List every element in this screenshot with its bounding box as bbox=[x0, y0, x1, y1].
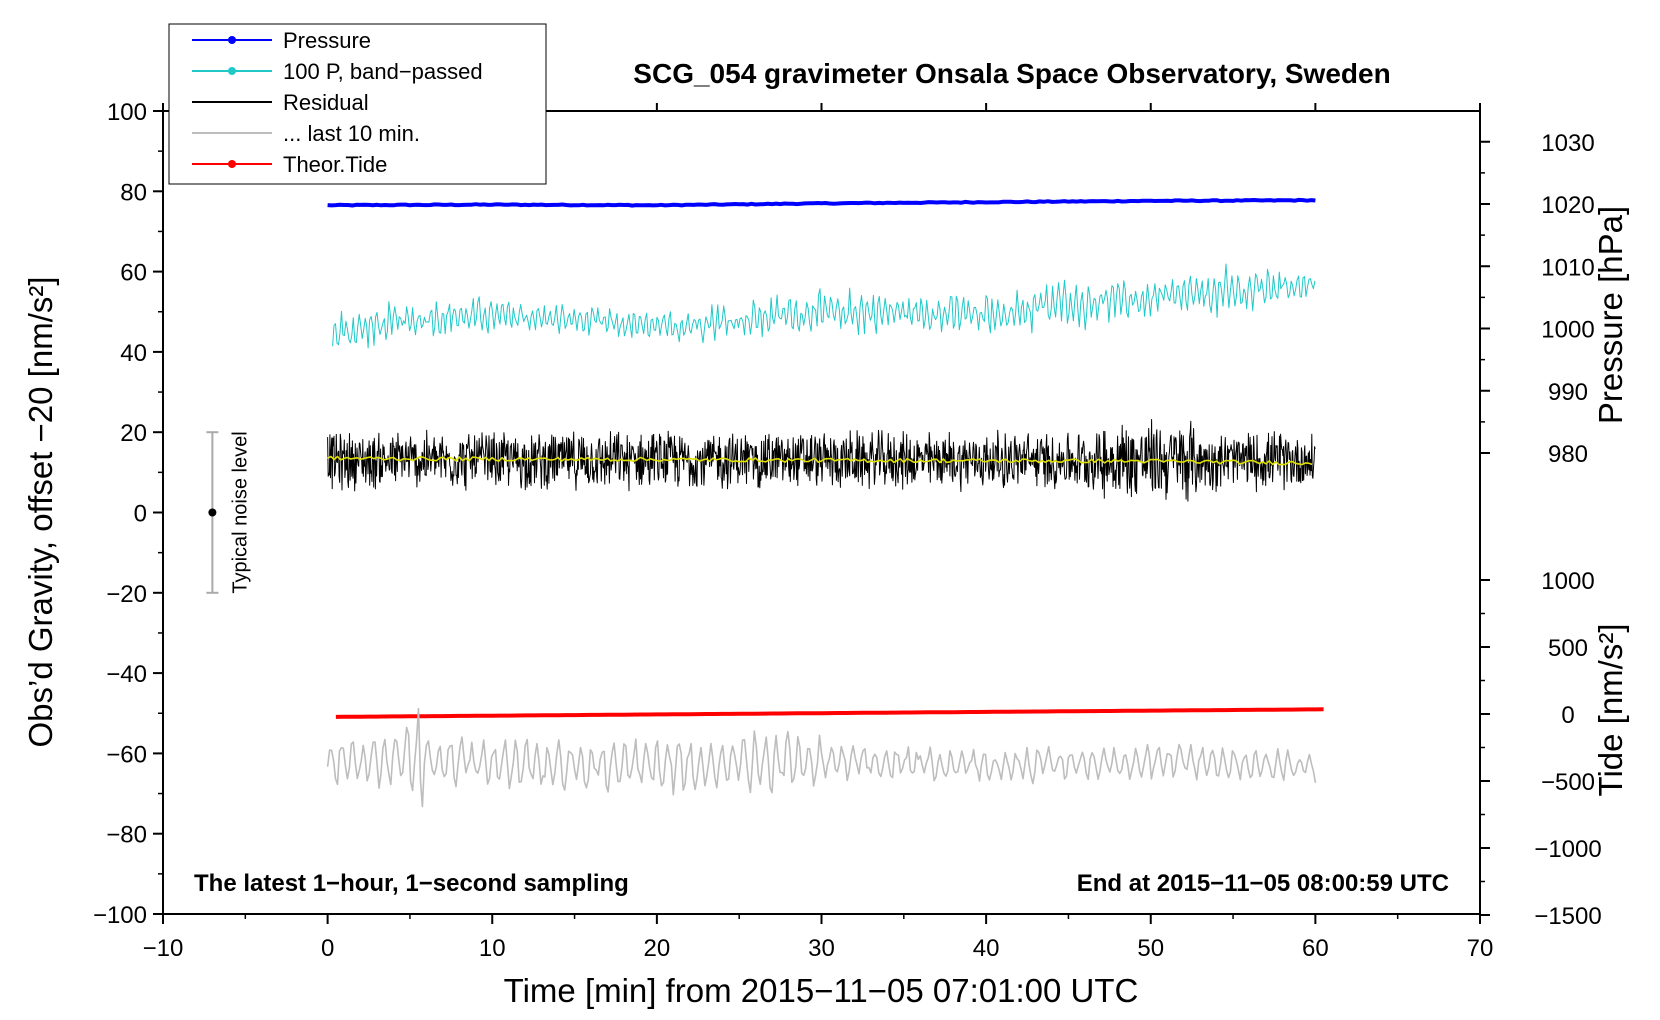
x-tick-label: 40 bbox=[973, 935, 1000, 962]
legend-label: Pressure bbox=[283, 28, 371, 53]
series-residual-smoothed bbox=[327, 455, 1313, 466]
legend-marker bbox=[228, 36, 236, 44]
x-tick-label: 30 bbox=[808, 935, 835, 962]
annotation-end-time: End at 2015−11−05 08:00:59 UTC bbox=[1077, 870, 1449, 897]
series-residual bbox=[327, 419, 1316, 502]
x-tick-label: 60 bbox=[1302, 935, 1329, 962]
tide-tick-label: 1000 bbox=[1541, 568, 1594, 595]
y-tick-label: 80 bbox=[120, 179, 147, 206]
x-tick-label: 0 bbox=[321, 935, 334, 962]
noise-bar-marker bbox=[208, 508, 217, 517]
tide-tick-label: 0 bbox=[1561, 702, 1574, 729]
series-theor-tide bbox=[335, 707, 1324, 719]
legend-label: ... last 10 min. bbox=[283, 121, 420, 146]
legend-label: Residual bbox=[283, 90, 369, 115]
y-tick-label: −80 bbox=[106, 822, 147, 849]
axes-layer: −10 0 10 20 30 40 50 60 70100806040200−20−40−60−… bbox=[93, 99, 1602, 962]
x-tick-label: 20 bbox=[644, 935, 671, 962]
legend-marker bbox=[228, 67, 236, 75]
y-tick-label: 40 bbox=[120, 340, 147, 367]
pressure-tick-label: 990 bbox=[1548, 379, 1588, 406]
tide-tick-label: −1500 bbox=[1534, 903, 1601, 930]
noise-level-label: Typical noise level bbox=[229, 431, 251, 593]
y-tick-label: −40 bbox=[106, 661, 147, 688]
pressure-tick-label: 1010 bbox=[1541, 254, 1594, 281]
series-100-p-band-passed bbox=[332, 263, 1316, 349]
x-tick-label: 70 bbox=[1467, 935, 1494, 962]
chart-title: SCG_054 gravimeter Onsala Space Observat… bbox=[633, 58, 1390, 89]
series-pressure bbox=[327, 197, 1316, 208]
y-tick-label: 100 bbox=[107, 99, 147, 126]
y-axis-title-tide: Tide [nm/s²] bbox=[1592, 624, 1629, 797]
x-axis-title: Time [min] from 2015−11−05 07:01:00 UTC bbox=[504, 972, 1139, 1009]
annotation-sampling: The latest 1−hour, 1−second sampling bbox=[194, 870, 629, 897]
pressure-tick-label: 1030 bbox=[1541, 130, 1594, 157]
legend-label: Theor.Tide bbox=[283, 152, 387, 177]
series-last-10-min bbox=[326, 707, 1317, 808]
plot-frame bbox=[162, 110, 1481, 915]
y-tick-label: −100 bbox=[93, 902, 147, 929]
tide-tick-label: −1000 bbox=[1534, 836, 1601, 863]
pressure-tick-label: 980 bbox=[1548, 441, 1588, 468]
pressure-tick-label: 1020 bbox=[1541, 192, 1594, 219]
legend-box bbox=[168, 23, 547, 185]
pressure-tick-label: 1000 bbox=[1541, 317, 1594, 344]
legend: Pressure 100 P, band−passed Residual ... la… bbox=[168, 23, 547, 185]
x-tick-label: 10 bbox=[479, 935, 506, 962]
legend-marker bbox=[228, 160, 236, 168]
y-tick-label: −60 bbox=[106, 741, 147, 768]
legend-label: 100 P, band−passed bbox=[283, 59, 483, 84]
tide-tick-label: −500 bbox=[1541, 769, 1595, 796]
y-tick-label: 20 bbox=[120, 420, 147, 447]
x-tick-label: 50 bbox=[1137, 935, 1164, 962]
y-tick-label: −20 bbox=[106, 581, 147, 608]
series-layer: Typical noise level bbox=[206, 197, 1324, 808]
y-tick-label: 0 bbox=[134, 501, 147, 528]
y-axis-title-pressure: Pressure [hPa] bbox=[1592, 206, 1629, 424]
x-tick-label: −10 bbox=[143, 935, 184, 962]
y-axis-title-left: Obs’d Gravity, offset −20 [nm/s²] bbox=[22, 276, 59, 747]
tide-tick-label: 500 bbox=[1548, 635, 1588, 662]
y-tick-label: 60 bbox=[120, 260, 147, 287]
